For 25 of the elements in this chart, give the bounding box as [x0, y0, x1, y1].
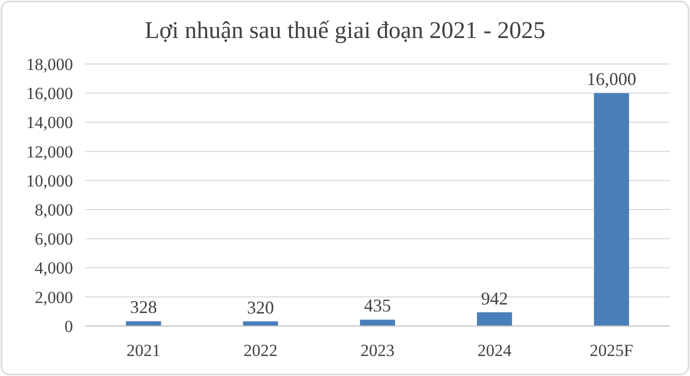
y-tick-label: 14,000 — [26, 113, 73, 132]
bar — [126, 321, 162, 326]
y-tick-label: 6,000 — [34, 230, 73, 249]
y-tick-label: 2,000 — [34, 288, 73, 307]
y-tick-label: 0 — [64, 316, 73, 336]
x-tick-label: 2021 — [126, 341, 160, 360]
data-label: 320 — [247, 297, 274, 318]
y-tick-label: 4,000 — [34, 258, 73, 278]
y-tick-label: 12,000 — [26, 142, 73, 162]
chart-title: Lợi nhuận sau thuế giai đoạn 2021 - 2025 — [144, 18, 546, 44]
x-tick-label: 2023 — [360, 341, 394, 360]
data-label: 435 — [364, 296, 391, 316]
data-label: 16,000 — [586, 69, 636, 90]
y-tick-label: 16,000 — [26, 84, 73, 104]
y-tick-label: 18,000 — [26, 54, 73, 74]
bar — [476, 312, 512, 326]
x-tick-label: 2025F — [590, 341, 634, 360]
bar — [360, 320, 396, 326]
x-tick-label: 2024 — [478, 341, 512, 360]
bar — [594, 93, 630, 326]
y-tick-label: 10,000 — [26, 171, 73, 190]
y-tick-label: 8,000 — [34, 200, 73, 220]
data-label: 328 — [130, 297, 157, 318]
x-tick-label: 2022 — [244, 341, 278, 360]
data-label: 942 — [481, 288, 508, 308]
